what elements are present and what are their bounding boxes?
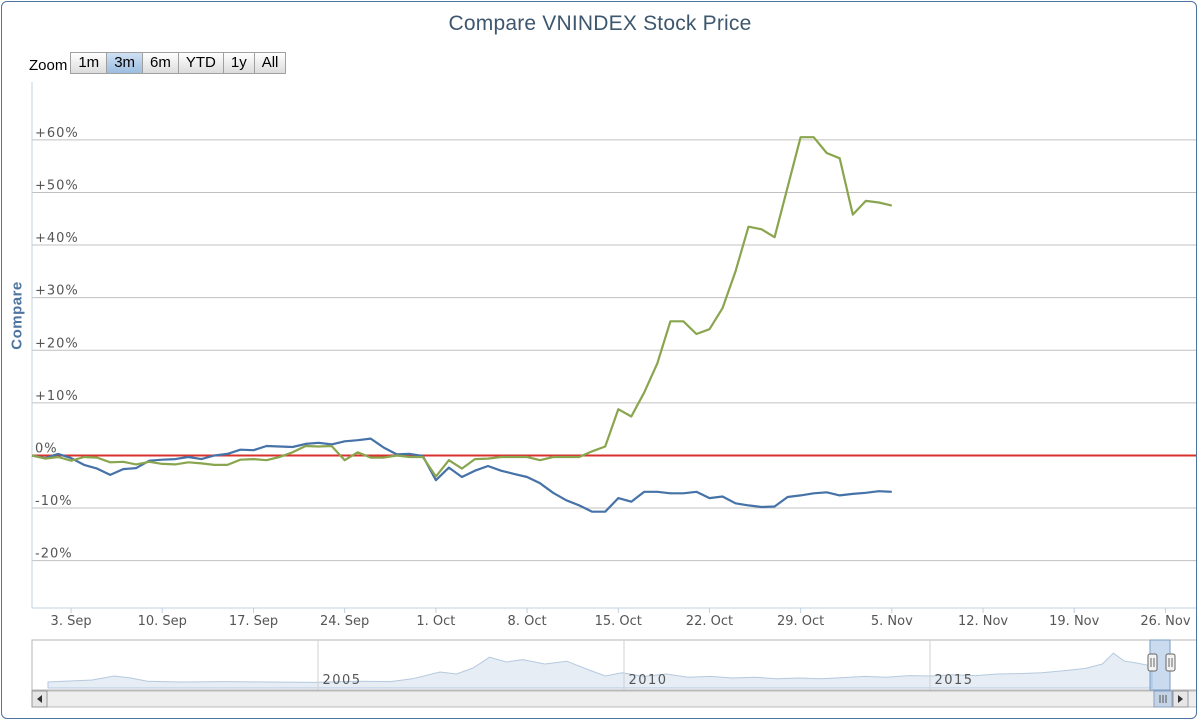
navigator-year-label: 2005 bbox=[322, 673, 361, 688]
scroll-right-button[interactable] bbox=[1172, 690, 1189, 708]
arrow-left-icon bbox=[37, 695, 42, 703]
y-axis-labels: -20% -10% 0% +10% +20% +30% +40% +50% +60% bbox=[35, 126, 79, 562]
navigator[interactable]: 2005 2010 2015 bbox=[31, 639, 1197, 691]
y-tick-label: +30% bbox=[35, 284, 79, 299]
x-tick-label: 3. Sep bbox=[51, 614, 92, 629]
navigator-series-area bbox=[47, 652, 1153, 689]
scroll-left-button[interactable] bbox=[31, 690, 48, 708]
x-axis-ticks bbox=[70, 608, 1166, 613]
x-tick-label: 12. Nov bbox=[958, 614, 1008, 629]
series-line-0 bbox=[31, 437, 892, 513]
x-tick-label: 1. Oct bbox=[416, 614, 455, 629]
x-tick-label: 26. Nov bbox=[1140, 614, 1190, 629]
y-tick-label: +50% bbox=[35, 178, 79, 193]
scrollbar-track[interactable] bbox=[31, 690, 1197, 708]
arrow-right-icon bbox=[1178, 695, 1183, 703]
zoom-ytd-button[interactable]: YTD bbox=[177, 52, 224, 74]
zoom-all-button[interactable]: All bbox=[253, 52, 287, 74]
navigator-right-handle[interactable] bbox=[1165, 653, 1176, 672]
navigator-left-handle[interactable] bbox=[1147, 653, 1158, 672]
x-tick-label: 17. Sep bbox=[229, 614, 278, 629]
navigator-year-label: 2010 bbox=[628, 673, 667, 688]
navigator-year-gridlines bbox=[317, 640, 931, 690]
x-tick-label: 22. Oct bbox=[686, 614, 733, 629]
scrollbar[interactable] bbox=[31, 690, 1197, 708]
x-tick-label: 19. Nov bbox=[1049, 614, 1099, 629]
y-tick-label: -20% bbox=[35, 547, 73, 562]
x-tick-label: 8. Oct bbox=[508, 614, 547, 629]
y-tick-label: -10% bbox=[35, 494, 73, 509]
y-tick-label: 0% bbox=[35, 441, 58, 456]
series-line-1 bbox=[31, 136, 893, 478]
chart-title: Compare VNINDEX Stock Price bbox=[448, 12, 752, 35]
x-axis-labels: 3. Sep 10. Sep 17. Sep 24. Sep 1. Oct 8. Oct 1… bbox=[51, 614, 1191, 629]
zoom-range-selector: Zoom 1m 3m 6m YTD 1y All bbox=[29, 51, 287, 75]
zoom-label: Zoom bbox=[29, 56, 68, 74]
y-tick-label: +60% bbox=[35, 126, 79, 141]
x-tick-label: 5. Nov bbox=[871, 614, 913, 629]
y-tick-label: +20% bbox=[35, 336, 79, 351]
x-tick-label: 24. Sep bbox=[320, 614, 369, 629]
navigator-year-label: 2015 bbox=[934, 673, 973, 688]
x-tick-label: 29. Oct bbox=[777, 614, 824, 629]
x-tick-label: 15. Oct bbox=[595, 614, 642, 629]
scrollbar-thumb[interactable] bbox=[1153, 690, 1173, 708]
zoom-1y-button[interactable]: 1y bbox=[222, 52, 255, 74]
navigator-year-labels: 2005 2010 2015 bbox=[322, 673, 973, 688]
series-lines bbox=[31, 136, 893, 513]
y-tick-label: +40% bbox=[35, 231, 79, 246]
grid-lines bbox=[32, 139, 1196, 562]
y-tick-label: +10% bbox=[35, 389, 79, 404]
x-tick-label: 10. Sep bbox=[138, 614, 187, 629]
